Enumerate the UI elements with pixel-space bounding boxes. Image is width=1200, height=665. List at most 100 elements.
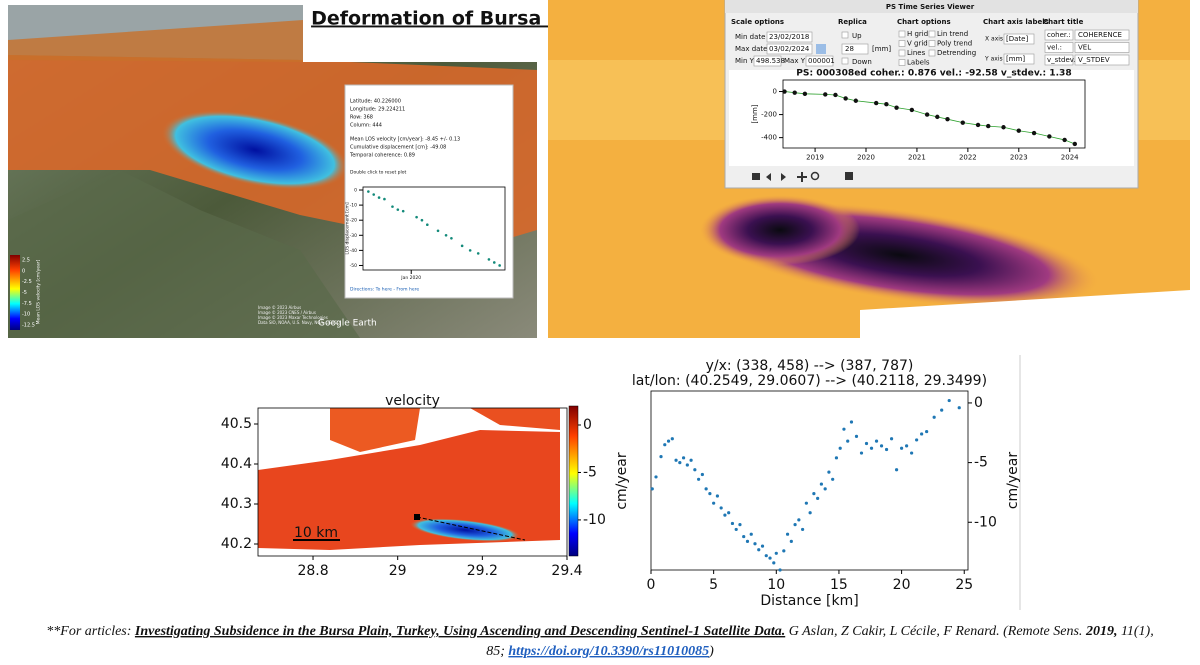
- point: [697, 477, 701, 481]
- point: [678, 461, 682, 465]
- point: [704, 487, 708, 491]
- point: [797, 518, 801, 522]
- plot-area: [729, 70, 1134, 166]
- point: [808, 511, 812, 515]
- point: [792, 90, 797, 95]
- checkbox[interactable]: [841, 57, 849, 65]
- input[interactable]: [1003, 33, 1035, 45]
- point: [853, 98, 859, 103]
- point: [899, 446, 904, 450]
- y-tick-label: -20: [350, 218, 357, 224]
- point: [654, 475, 658, 479]
- colorbar-tick-label: 2.5: [22, 258, 30, 264]
- input[interactable]: [766, 43, 813, 55]
- forward-button[interactable]: [781, 173, 786, 181]
- map-raster: [258, 430, 560, 550]
- home-button[interactable]: [752, 173, 760, 180]
- zoom-button[interactable]: [810, 171, 820, 181]
- checkbox[interactable]: [928, 49, 936, 57]
- x-tick-label: 25: [955, 577, 973, 593]
- input[interactable]: [805, 55, 834, 67]
- point: [723, 513, 727, 517]
- label: Max date: [735, 45, 767, 53]
- point: [833, 92, 838, 98]
- subsidence-bowl: [700, 195, 860, 265]
- y-tick-label: 40.4: [221, 456, 252, 472]
- point: [367, 190, 370, 193]
- pan-button[interactable]: [797, 172, 807, 182]
- point: [940, 408, 944, 412]
- input[interactable]: [841, 43, 869, 55]
- point: [1031, 130, 1037, 136]
- chart-title: velocity: [385, 393, 440, 409]
- point: [1072, 141, 1078, 147]
- input[interactable]: [766, 31, 813, 43]
- doi-link[interactable]: https://doi.org/10.3390/rs11010085: [508, 644, 709, 659]
- input[interactable]: [1044, 54, 1074, 66]
- checkbox[interactable]: [928, 40, 936, 47]
- back-button[interactable]: [766, 173, 771, 181]
- point: [802, 91, 808, 97]
- point: [764, 554, 768, 558]
- group-heading: Chart axis labels: [983, 18, 1049, 26]
- input[interactable]: [1044, 42, 1074, 53]
- input-value: 28: [845, 45, 854, 53]
- point: [666, 439, 671, 443]
- label: Max Y: [784, 57, 806, 65]
- label: X axis label: [985, 36, 1020, 43]
- input[interactable]: [753, 55, 782, 67]
- point: [859, 451, 864, 455]
- y-tick-label: -400: [761, 134, 777, 142]
- checkbox[interactable]: [841, 31, 849, 39]
- x-tick-label: 2020: [857, 154, 875, 162]
- x-tick-label: Jan 2020: [400, 275, 421, 281]
- y-tick-label: 40.5: [221, 416, 252, 432]
- checkbox-label: H grid: [907, 30, 928, 38]
- point: [383, 197, 386, 201]
- label: Up: [852, 32, 862, 40]
- attribution: Image © 2023 Airbus: [258, 305, 301, 310]
- point: [487, 258, 491, 261]
- map-raster: [470, 408, 560, 430]
- checkbox[interactable]: [928, 30, 936, 38]
- x-tick-label: 2019: [806, 154, 824, 162]
- label: Down: [852, 58, 872, 66]
- point: [372, 193, 376, 196]
- button[interactable]: [816, 44, 826, 54]
- colorbar-tick-label: -7.5: [22, 301, 32, 307]
- checkbox[interactable]: [898, 49, 906, 57]
- point: [468, 249, 472, 252]
- point: [819, 482, 824, 486]
- point: [663, 443, 667, 447]
- point: [681, 456, 686, 460]
- input[interactable]: [1003, 53, 1035, 65]
- dropdown[interactable]: [1074, 29, 1130, 41]
- dropdown[interactable]: [1074, 42, 1130, 53]
- input-value: v_stdev.:: [1047, 56, 1078, 64]
- input-value: 23/02/2018: [769, 33, 809, 41]
- point: [738, 523, 742, 527]
- checkbox[interactable]: [898, 30, 906, 38]
- chart-title: lat/lon: (40.2549, 29.0607) --> (40.2118…: [632, 373, 987, 389]
- x-tick-label: 10: [767, 577, 785, 593]
- point: [700, 472, 704, 477]
- group-heading: Chart title: [1043, 18, 1084, 26]
- point: [804, 501, 808, 505]
- checkbox[interactable]: [898, 59, 906, 66]
- map-raster: [330, 408, 420, 452]
- y-axis-label: LOS displacement [cm]: [345, 202, 351, 255]
- point: [734, 527, 738, 532]
- point: [957, 406, 961, 410]
- point: [685, 463, 689, 467]
- input-value: 000001: [808, 57, 835, 65]
- save-button[interactable]: [845, 172, 853, 180]
- label: [mm]: [872, 45, 891, 53]
- y-axis-label: cm/year: [1005, 452, 1021, 510]
- group-heading: Scale options: [731, 18, 784, 26]
- checkbox[interactable]: [898, 40, 906, 47]
- point: [884, 447, 889, 452]
- point: [742, 534, 746, 539]
- point: [768, 556, 772, 560]
- input[interactable]: [1044, 29, 1074, 41]
- dropdown[interactable]: [1074, 54, 1130, 66]
